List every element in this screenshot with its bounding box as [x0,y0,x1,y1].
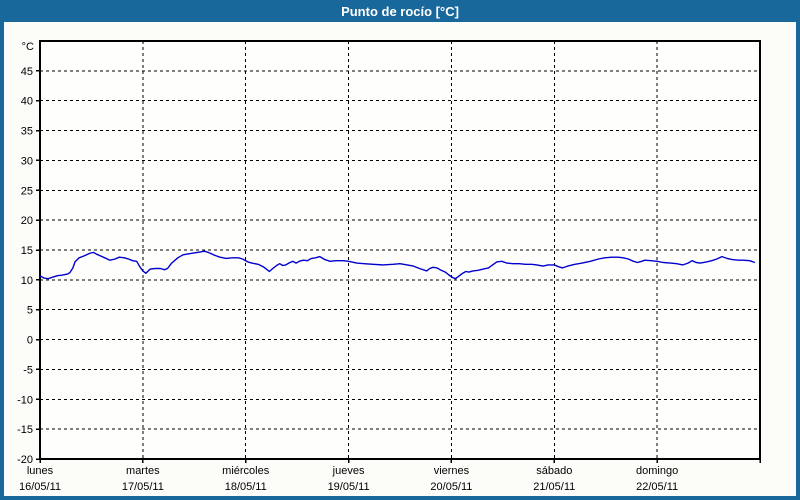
y-tick-label: 10 [21,275,33,287]
x-date-label: 16/05/11 [19,481,61,493]
chart-title-bar: Punto de rocío [°C] [0,0,800,22]
x-day-label: domingo [636,465,678,477]
y-tick-label: -5 [23,364,33,376]
y-axis-unit-label: °C [22,41,34,53]
y-tick-label: 15 [21,245,33,257]
chart-title: Punto de rocío [°C] [341,3,459,19]
x-day-label: viernes [434,465,470,477]
y-tick-label: 25 [21,185,33,197]
y-tick-label: -15 [17,424,33,436]
y-tick-label: 45 [21,66,33,78]
chart-panel: 45 40 35 30 25 20 15 10 5 0 -5 -10 -15 -20 °C lunes 16/0… [4,22,796,496]
x-date-label: 18/05/11 [225,481,267,493]
y-tick-label: 0 [27,335,33,347]
dewpoint-chart: 45 40 35 30 25 20 15 10 5 0 -5 -10 -15 -20 °C lunes 16/0… [17,40,761,493]
y-tick-label: -10 [17,394,33,406]
x-day-label: lunes [27,465,54,477]
dewpoint-series-line [39,250,756,280]
y-tick-label: 5 [27,305,33,317]
x-date-label: 21/05/11 [533,481,575,493]
x-day-label: miércoles [222,465,270,477]
x-day-label: jueves [332,465,365,477]
y-tick-label: -20 [17,454,33,466]
x-date-label: 17/05/11 [122,481,164,493]
y-tick-label: 40 [21,96,33,108]
x-date-label: 22/05/11 [636,481,678,493]
y-tick-label: 30 [21,155,33,167]
x-day-label: sábado [536,465,572,477]
y-tick-label: 35 [21,126,33,138]
x-day-label: martes [126,465,160,477]
x-date-label: 20/05/11 [430,481,472,493]
x-date-label: 19/05/11 [328,481,370,493]
y-tick-label: 20 [21,215,33,227]
